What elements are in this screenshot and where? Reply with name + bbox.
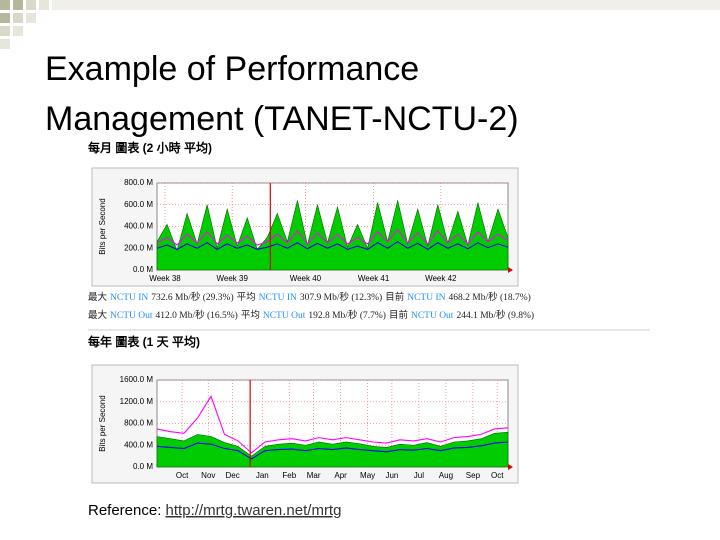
- y-tick-label: 600.0 M: [124, 200, 153, 209]
- legend-text: 平均: [241, 309, 260, 321]
- x-tick-label: Oct: [176, 471, 189, 480]
- area: [156, 200, 509, 271]
- y-tick-label: 0.0 M: [133, 265, 153, 274]
- y-tick-label: 1600.0 M: [120, 375, 154, 384]
- x-tick-label: Week 41: [358, 274, 390, 283]
- line: [156, 395, 509, 454]
- x-tick-label: Week 38: [149, 274, 181, 283]
- x-tick-label: Week 40: [290, 274, 322, 283]
- reference-link[interactable]: http://mrtg.twaren.net/mrtg: [166, 502, 342, 519]
- legend-row: 最大 NCTU IN 732.6 Mb/秒 (29.3%) 平均 NCTU IN 307.…: [88, 291, 531, 303]
- legend-text: 目前: [389, 309, 408, 321]
- chart: 每年 圖表 (1 天 平均) Bits per Second 0.0 M 400.0 …: [88, 334, 519, 484]
- reference: Reference: http://mrtg.twaren.net/mrtg: [88, 502, 341, 519]
- axis-arrow: [508, 464, 513, 470]
- legend-text: NCTU Out: [411, 311, 454, 321]
- legend-text: 平均: [237, 291, 256, 303]
- legend-text: 412.0 Mb/秒 (16.5%): [156, 309, 238, 321]
- y-tick-label: 0.0 M: [133, 462, 153, 471]
- chart-title: 每年 圖表 (1 天 平均): [88, 334, 200, 349]
- x-tick-label: Jan: [256, 471, 269, 480]
- line: [156, 241, 509, 250]
- y-tick-label: 400.0 M: [124, 222, 153, 231]
- x-tick-label: Mar: [307, 471, 321, 480]
- chart: 每月 圖表 (2 小時 平均) Bits per Second 0.0 M 200.0…: [88, 140, 650, 331]
- y-tick-label: 800.0 M: [124, 419, 153, 428]
- y-axis-label: Bits per Second: [98, 198, 107, 254]
- x-tick-label: Dec: [225, 471, 239, 480]
- legend-text: 最大: [88, 309, 108, 321]
- x-tick-label: May: [360, 471, 375, 480]
- legend-text: NCTU IN: [407, 293, 445, 303]
- legend-text: 192.8 Mb/秒 (7.7%): [308, 309, 386, 321]
- legend-text: NCTU Out: [110, 311, 153, 321]
- x-tick-label: Jun: [385, 471, 398, 480]
- chart-title: 每月 圖表 (2 小時 平均): [88, 140, 212, 155]
- legend-text: 最大: [88, 291, 108, 303]
- slide-title: Example of Performance Management (TANET-…: [45, 50, 519, 138]
- x-tick-label: Aug: [439, 471, 453, 480]
- legend-text: 目前: [385, 291, 404, 303]
- legend-text: 244.1 Mb/秒 (9.8%): [456, 309, 534, 321]
- axis-arrow: [508, 267, 513, 273]
- x-tick-label: Jul: [414, 471, 424, 480]
- line: [156, 441, 509, 460]
- legend-text: NCTU Out: [263, 311, 306, 321]
- x-tick-label: Week 42: [425, 274, 457, 283]
- x-tick-label: Oct: [491, 471, 504, 480]
- y-tick-label: 1200.0 M: [120, 397, 154, 406]
- x-tick-label: Apr: [334, 471, 347, 480]
- y-tick-label: 400.0 M: [124, 440, 153, 449]
- x-tick-label: Nov: [201, 471, 215, 480]
- line: [156, 228, 509, 246]
- y-axis-label: Bits per Second: [98, 395, 107, 451]
- x-tick-label: Week 39: [216, 274, 248, 283]
- legend-text: 468.2 Mb/秒 (18.7%): [449, 291, 531, 303]
- legend-text: NCTU IN: [110, 293, 148, 303]
- y-tick-label: 800.0 M: [124, 178, 153, 187]
- y-tick-label: 200.0 M: [124, 243, 153, 252]
- legend-text: NCTU IN: [259, 293, 297, 303]
- legend-row: 最大 NCTU Out 412.0 Mb/秒 (16.5%) 平均 NCTU Out 19…: [88, 309, 534, 321]
- reference-label: Reference:: [88, 502, 161, 519]
- x-tick-label: Feb: [282, 471, 296, 480]
- decoration: [0, 0, 720, 49]
- x-tick-label: Sep: [466, 471, 481, 480]
- legend-text: 307.9 Mb/秒 (12.3%): [300, 291, 382, 303]
- legend-text: 732.6 Mb/秒 (29.3%): [151, 291, 233, 303]
